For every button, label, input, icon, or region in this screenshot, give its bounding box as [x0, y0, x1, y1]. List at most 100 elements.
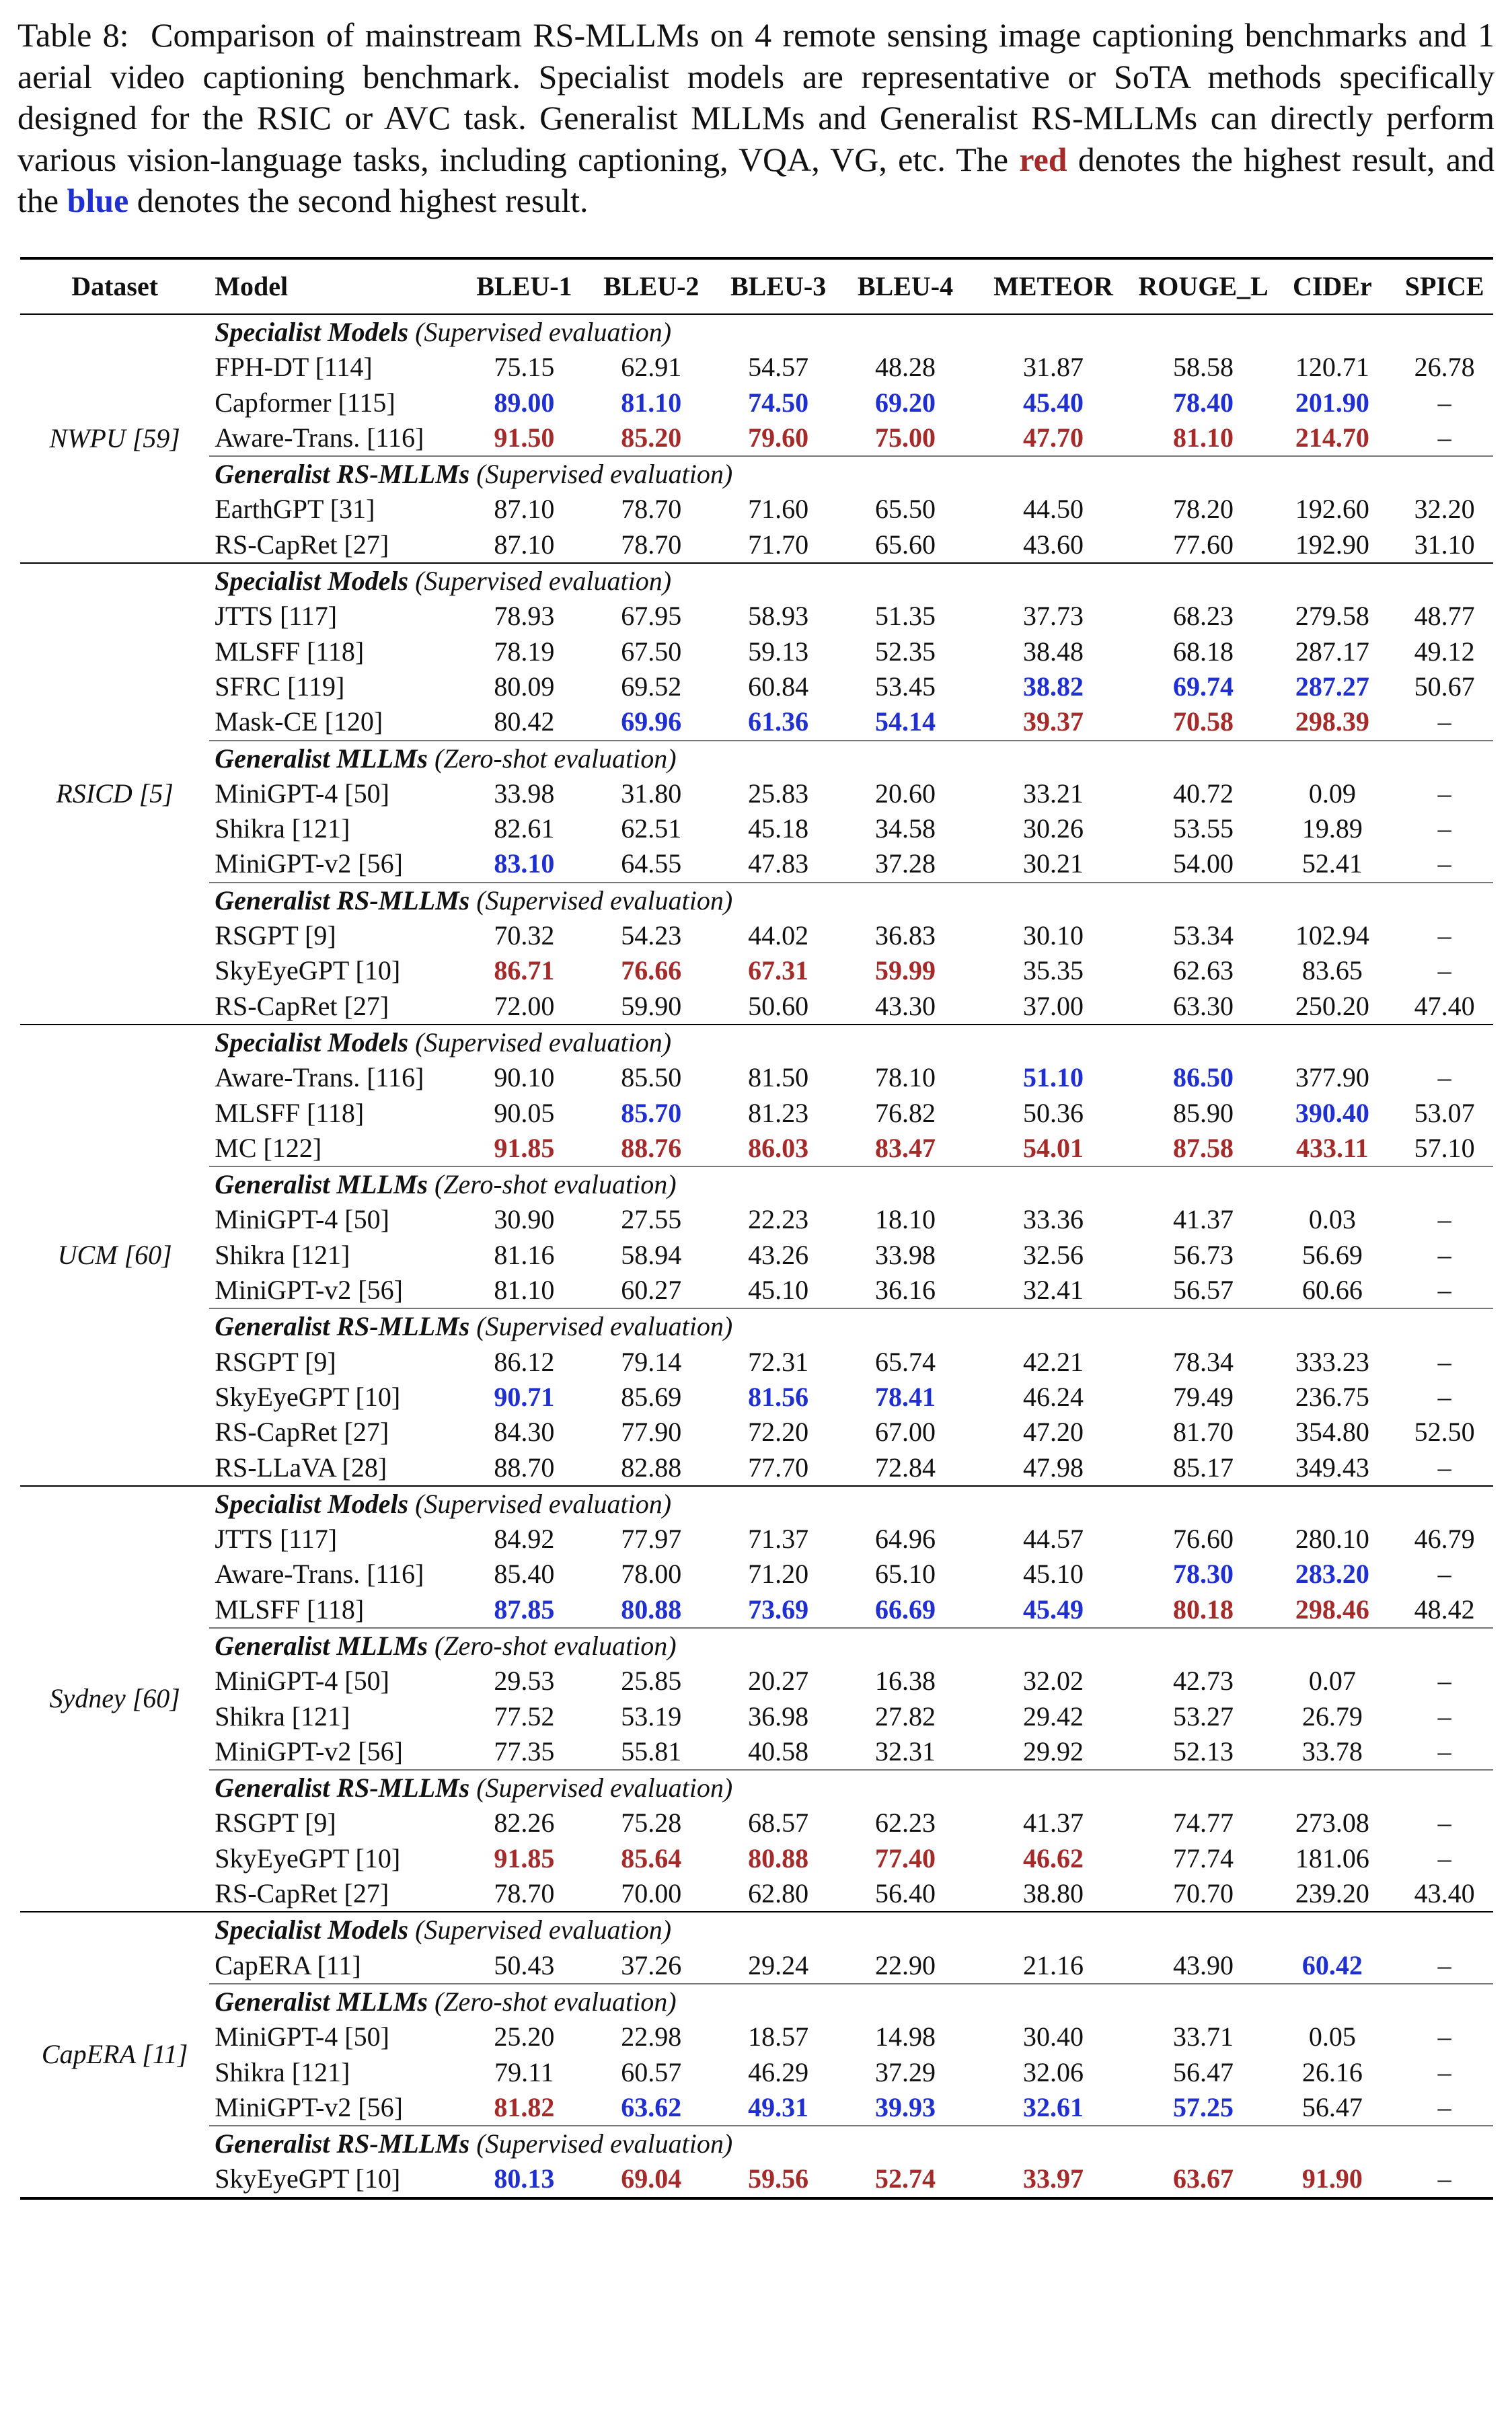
metric-cell: 20.60	[874, 778, 936, 809]
metric-cell: 273.08	[1295, 1808, 1369, 1838]
model-name: SkyEyeGPT [10]	[209, 2161, 461, 2200]
metric-cell: 65.50	[874, 494, 936, 525]
metric-cell: 236.75	[1295, 1381, 1369, 1412]
metric-cell: 53.34	[1173, 920, 1234, 951]
metric-cell: 44.57	[1022, 1524, 1084, 1555]
model-name: Shikra [121]	[215, 813, 350, 844]
metric-cell: 75.15	[494, 352, 555, 383]
table-row: MLSFF [118] 87.85 80.88 73.69 66.69 45.49 80.1…	[20, 1592, 1493, 1628]
metric-cell: 298.46	[1295, 1594, 1369, 1625]
metric-cell: 56.47	[1301, 2091, 1363, 2122]
metric-cell: 18.10	[874, 1204, 936, 1235]
metric-cell: 82.61	[494, 813, 555, 844]
metric-cell: 76.82	[874, 1097, 936, 1128]
metric-cell: –	[1437, 778, 1451, 809]
metric-cell: 53.45	[874, 671, 936, 702]
metric-cell: 26.79	[1301, 1701, 1363, 1732]
table-row: RS-CapRet [27] 72.00 59.90 50.60 43.30 37.00 6…	[20, 989, 1493, 1025]
metric-cell: 77.70	[748, 1452, 809, 1483]
group-header-row: Generalist MLLMs (Zero-shot evaluation)	[20, 1982, 1493, 2020]
metric-cell: 88.76	[621, 1132, 682, 1163]
metric-cell: 102.94	[1295, 920, 1369, 951]
metric-cell: 37.29	[874, 2056, 936, 2087]
header-bleu-4: BLEU-4	[841, 257, 969, 315]
header-meteor: METEOR	[969, 257, 1138, 315]
table-row: RS-CapRet [27] 78.70 70.00 62.80 56.40 38.80 7…	[20, 1876, 1493, 1912]
metric-cell: 66.69	[874, 1594, 936, 1625]
metric-cell: 64.96	[874, 1524, 936, 1555]
metric-cell: 65.74	[874, 1346, 936, 1377]
metric-cell: 390.40	[1295, 1097, 1369, 1128]
metric-cell: 78.41	[874, 1381, 936, 1412]
metric-cell: 72.00	[494, 990, 555, 1021]
metric-cell: 86.50	[1173, 1062, 1234, 1093]
group-label: Generalist RS-MLLMs (Supervised evaluati…	[209, 455, 1493, 492]
metric-cell: 80.88	[748, 1843, 809, 1873]
caption-text-end: denotes the second highest result.	[137, 182, 589, 219]
metric-cell: 84.92	[494, 1524, 555, 1555]
dataset-name: RSICD [5]	[20, 562, 210, 1025]
metric-cell: 31.87	[1022, 352, 1084, 383]
group-header-row: Generalist RS-MLLMs (Supervised evaluati…	[20, 2125, 1493, 2162]
model-name: MiniGPT-4 [50]	[215, 2021, 389, 2052]
metric-cell: 35.35	[1022, 955, 1084, 986]
metric-cell: 26.16	[1301, 2056, 1363, 2087]
metric-cell: 63.67	[1137, 2161, 1269, 2200]
metric-cell: 47.20	[1022, 1417, 1084, 1448]
table-row: SkyEyeGPT [10] 80.13 69.04 59.56 52.74 33.97 6…	[20, 2161, 1493, 2200]
header-bleu-1: BLEU-1	[460, 257, 588, 315]
table-row: MiniGPT-v2 [56] 77.35 55.81 40.58 32.31 29.92…	[20, 1734, 1493, 1770]
group-label: Specialist Models (Supervised evaluation…	[209, 562, 1493, 599]
metric-cell: –	[1437, 1275, 1451, 1306]
metric-cell: 67.31	[748, 955, 809, 986]
group-eval-mode: (Supervised evaluation)	[476, 459, 733, 490]
metric-cell: 25.20	[494, 2021, 555, 2052]
caption-red-word: red	[1019, 140, 1067, 178]
model-name: MLSFF [118]	[215, 636, 365, 667]
group-header-row: NWPU [59] Specialist Models (Supervised e…	[20, 314, 1493, 453]
group-header-row: RSICD [5] Specialist Models (Supervised e…	[20, 562, 1493, 1025]
model-name: RS-CapRet [27]	[215, 1878, 389, 1909]
metric-cell: 25.83	[748, 778, 809, 809]
metric-cell: –	[1437, 1559, 1451, 1590]
metric-cell: 43.90	[1173, 1949, 1234, 1980]
group-eval-mode: (Zero-shot evaluation)	[434, 1169, 677, 1200]
metric-cell: 85.50	[621, 1062, 682, 1093]
metric-cell: 45.18	[748, 813, 809, 844]
group-title: Specialist Models	[215, 566, 409, 597]
metric-cell: 214.70	[1295, 422, 1369, 453]
metric-cell: 36.16	[874, 1275, 936, 1306]
metric-cell: 56.47	[1173, 2056, 1234, 2087]
metric-cell: 0.05	[1308, 2021, 1356, 2052]
dataset-name: Sydney [60]	[20, 1485, 210, 1912]
metric-cell: 79.14	[621, 1346, 682, 1377]
metric-cell: 65.60	[874, 529, 936, 560]
table-row: Mask-CE [120] 80.42 69.96 61.36 54.14 39.37 70…	[20, 704, 1493, 740]
metric-cell: 76.66	[621, 955, 682, 986]
group-label: Generalist MLLMs (Zero-shot evaluation)	[209, 1627, 1493, 1664]
metric-cell: 33.97	[969, 2161, 1138, 2200]
metric-cell: 54.01	[1022, 1132, 1084, 1163]
metric-cell: –	[1437, 1239, 1451, 1270]
metric-cell: 32.31	[874, 1736, 936, 1767]
metric-cell: 29.42	[1022, 1701, 1084, 1732]
metric-cell: 77.90	[621, 1417, 682, 1448]
metric-cell: 90.71	[494, 1381, 555, 1412]
metric-cell: 32.02	[1022, 1666, 1084, 1697]
metric-cell: 36.98	[748, 1701, 809, 1732]
metric-cell: 0.09	[1308, 778, 1356, 809]
metric-cell: 91.50	[494, 422, 555, 453]
metric-cell: 75.28	[621, 1808, 682, 1838]
model-name: CapERA [11]	[215, 1949, 361, 1980]
metric-cell: 37.28	[874, 848, 936, 879]
metric-cell: 33.98	[494, 778, 555, 809]
group-title: Generalist MLLMs	[215, 743, 428, 774]
metric-cell: 51.10	[1022, 1062, 1084, 1093]
metric-cell: 29.92	[1022, 1736, 1084, 1767]
metric-cell: –	[1437, 848, 1451, 879]
metric-cell: 56.40	[874, 1878, 936, 1909]
metric-cell: 78.40	[1173, 387, 1234, 418]
metric-cell: 81.70	[1173, 1417, 1234, 1448]
metric-cell: 69.52	[621, 671, 682, 702]
metric-cell: 27.55	[621, 1204, 682, 1235]
